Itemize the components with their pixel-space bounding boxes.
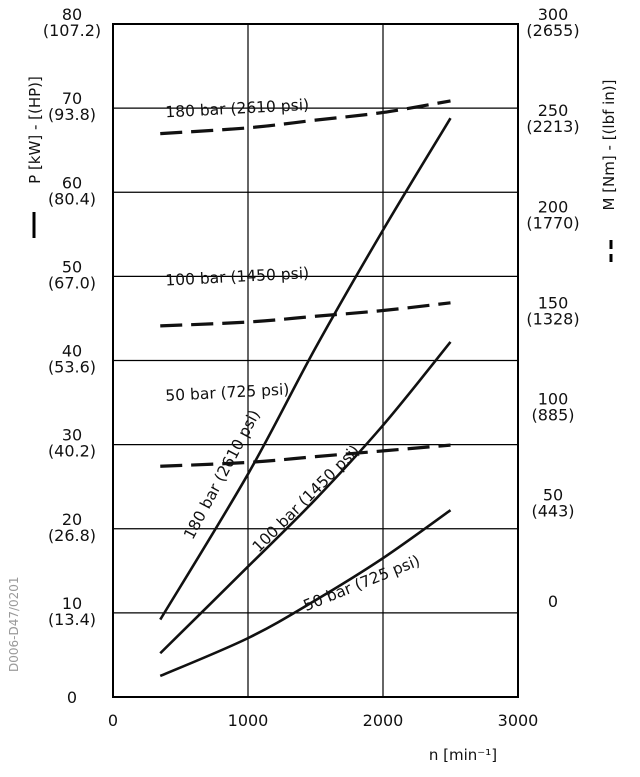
power-curves (159, 117, 452, 678)
power-label-50-bar: 50 bar (725 psi) (301, 552, 423, 615)
power-curve (159, 341, 452, 655)
left-y-tick-alt-label: (26.8) (48, 526, 96, 545)
left-y-tick-label: 50 (62, 257, 82, 276)
torque-curve (160, 443, 451, 468)
left-y-tick-label: 30 (62, 426, 82, 445)
right-y-tick-label: 250 (538, 101, 569, 120)
power-curve (159, 117, 452, 621)
x-tick-label: 1000 (228, 711, 269, 730)
right-y-tick-alt-label: (1770) (526, 213, 579, 232)
right-y-tick-labels: 0 50(443) 100(885) 150(1328) 200(1770) 250(22… (526, 5, 579, 611)
left-axis-title: P [kW] - [(HP)] (26, 76, 44, 184)
left-y-tick-label: 60 (62, 173, 82, 192)
drawing-code-text: D006-D47/0201 (7, 576, 21, 672)
left-y-tick-label: 40 (62, 342, 82, 361)
right-y-tick-label: 150 (538, 293, 569, 312)
right-axis-label: M [Nm] - [(lbf in)] (600, 79, 618, 210)
left-y-tick-label: 70 (62, 89, 82, 108)
right-y-tick-label: 300 (538, 5, 569, 24)
left-y-tick-labels: 0 10(13.4) 20(26.8) 30(40.2) 40(53.6) 50(67.0… (43, 5, 101, 707)
left-y-tick-alt-label: (107.2) (43, 21, 101, 40)
x-tick-labels: 0 1000 2000 3000 (108, 711, 538, 730)
power-label-180-bar: 180 bar (2610 psi) (180, 407, 263, 542)
left-axis-label: P [kW] - [(HP)] (26, 76, 44, 184)
torque-label-180-bar: 180 bar (2610 psi) (165, 96, 310, 122)
left-y-tick-alt-label: (67.0) (48, 273, 96, 292)
x-tick-label: 2000 (363, 711, 404, 730)
drawing-code: D006-D47/0201 (7, 576, 21, 672)
torque-curve (160, 99, 451, 136)
torque-label-50-bar: 50 bar (725 psi) (165, 380, 290, 404)
curve-labels: 180 bar (2610 psi)100 bar (1450 psi)50 b… (165, 96, 423, 615)
left-y-tick-alt-label: (93.8) (48, 105, 96, 124)
right-y-tick-alt-label: (2655) (526, 21, 579, 40)
right-y-tick-label: 100 (538, 390, 569, 409)
x-axis-label: n [min⁻¹] (429, 746, 497, 764)
left-y-tick-alt-label: (80.4) (48, 189, 96, 208)
torque-label-100-bar: 100 bar (1450 psi) (165, 264, 310, 290)
right-y-tick-label: 0 (548, 592, 558, 611)
power-label-100-bar: 100 bar (1450 psi) (249, 442, 363, 556)
right-y-tick-alt-label: (885) (531, 406, 574, 425)
right-y-tick-alt-label: (1328) (526, 309, 579, 328)
right-y-tick-alt-label: (2213) (526, 117, 579, 136)
torque-curve (160, 301, 451, 328)
torque-curves (160, 99, 451, 468)
right-y-tick-label: 50 (543, 486, 563, 505)
left-y-tick-label: 80 (62, 5, 82, 24)
left-y-tick-label: 0 (67, 688, 77, 707)
left-y-tick-alt-label: (13.4) (48, 610, 96, 629)
left-y-tick-label: 20 (62, 510, 82, 529)
power-curve (159, 509, 452, 678)
right-y-tick-label: 200 (538, 197, 569, 216)
x-tick-label: 3000 (498, 711, 539, 730)
right-axis-title: M [Nm] - [(lbf in)] (600, 79, 618, 210)
x-tick-label: 0 (108, 711, 118, 730)
grid (113, 24, 518, 697)
left-y-tick-label: 10 (62, 594, 82, 613)
right-y-tick-alt-label: (443) (531, 502, 574, 521)
left-y-tick-alt-label: (53.6) (48, 358, 96, 377)
left-y-tick-alt-label: (40.2) (48, 442, 96, 461)
